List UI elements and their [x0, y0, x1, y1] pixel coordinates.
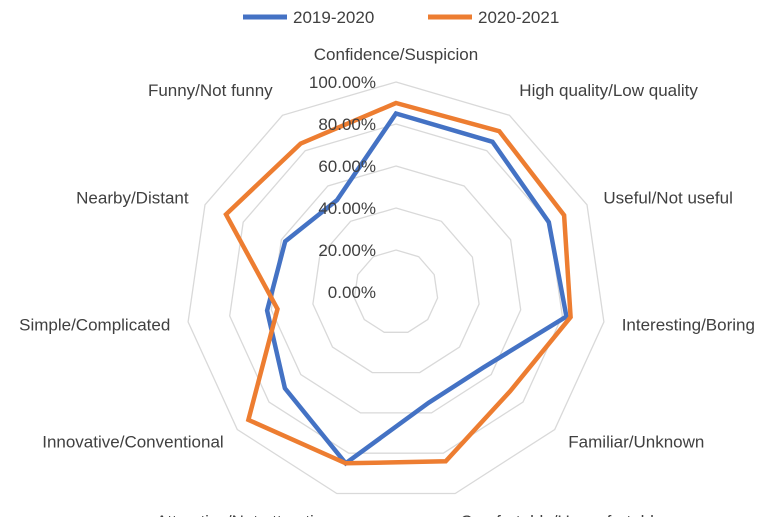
grid-ring	[353, 249, 439, 333]
category-label: Simple/Complicated	[19, 315, 170, 334]
tick-label: 80.00%	[318, 115, 376, 134]
category-label: High quality/Low quality	[519, 81, 698, 100]
grid-layer	[187, 81, 605, 495]
tick-label: 0.00%	[328, 283, 376, 302]
category-label: Comfortable/Unconfortable	[460, 512, 663, 517]
series-line-2	[223, 100, 573, 466]
grid-ring	[187, 81, 605, 495]
category-label: Interesting/Boring	[622, 315, 755, 334]
category-label: Innovative/Conventional	[42, 432, 223, 451]
category-label: Familiar/Unknown	[568, 432, 704, 451]
legend-label-2: 2020-2021	[478, 8, 559, 27]
legend: 2019-2020 2020-2021	[243, 8, 559, 27]
axis-label-layer: Confidence/Suspicion High quality/Low qua…	[19, 45, 755, 517]
grid-ring	[312, 207, 480, 374]
legend-label-1: 2019-2020	[293, 8, 374, 27]
grid-ring	[270, 165, 522, 414]
tick-layer: 0.00% 20.00% 40.00% 60.00% 80.00% 100.00%	[309, 73, 376, 302]
category-label: Attractive/Not attractive	[156, 512, 332, 517]
series-line-1	[264, 110, 569, 467]
tick-label: 60.00%	[318, 157, 376, 176]
category-label: Useful/Not useful	[603, 188, 732, 207]
tick-label: 40.00%	[318, 199, 376, 218]
category-label: Funny/Not funny	[148, 81, 273, 100]
tick-label: 20.00%	[318, 241, 376, 260]
category-label: Confidence/Suspicion	[314, 45, 478, 64]
tick-label: 100.00%	[309, 73, 376, 92]
category-label: Nearby/Distant	[76, 188, 189, 207]
series-layer	[223, 100, 573, 467]
